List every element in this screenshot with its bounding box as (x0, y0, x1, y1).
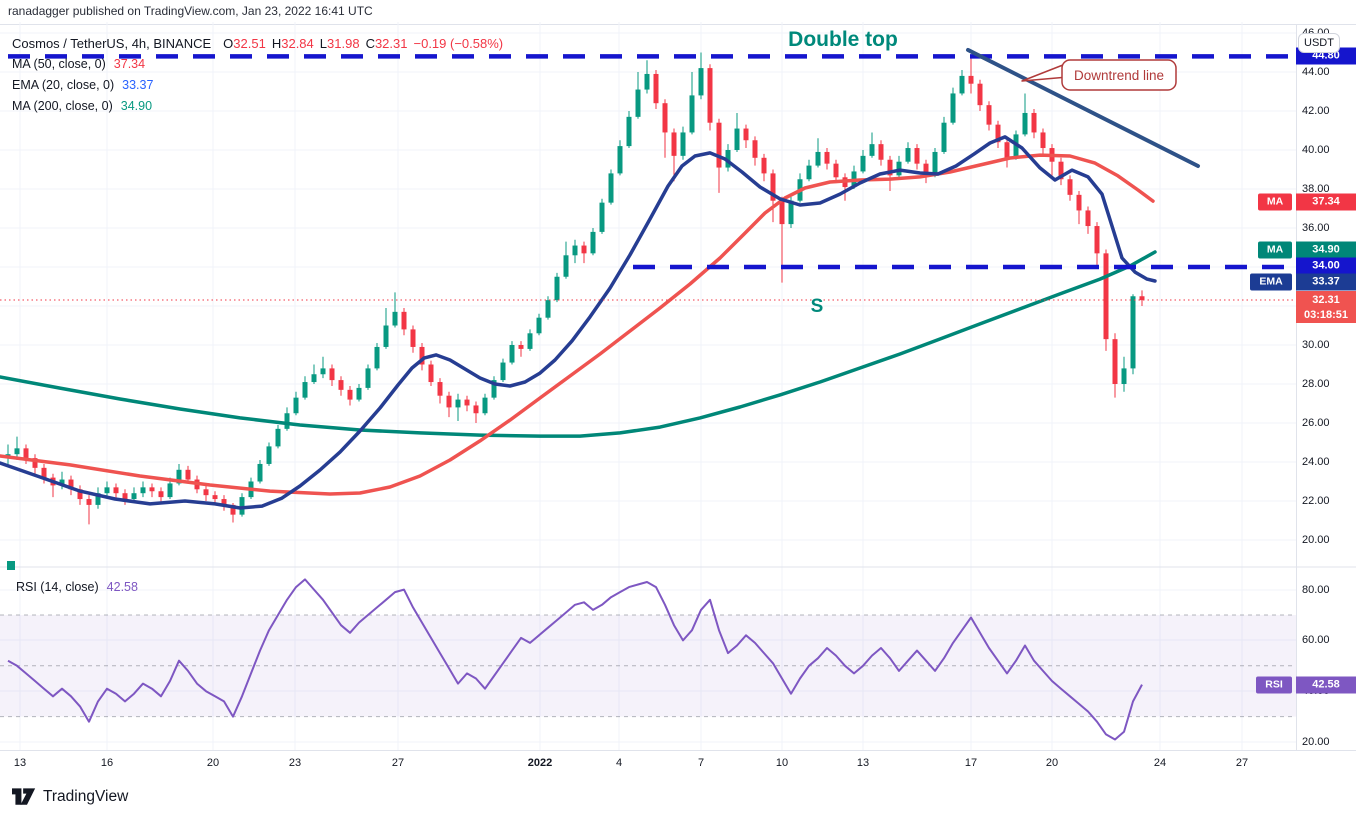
ohlc-letter: C (365, 36, 375, 51)
axis-time-label: 23 (288, 757, 302, 769)
axis-price-label: 60.00 (1302, 634, 1330, 646)
axis-time-label: 27 (391, 757, 405, 769)
annotations: Double top S Downtrend line (788, 28, 1177, 317)
axis-price-label: 36.00 (1302, 222, 1330, 234)
ma-200-line[interactable] (0, 250, 1157, 438)
axis-time-label: 17 (964, 757, 978, 769)
double-top-label[interactable]: Double top (788, 28, 898, 51)
ohlc-letter: L (319, 36, 328, 51)
chart-canvas[interactable]: Double top S Downtrend line (0, 22, 1356, 777)
axis-time-label: 2022 (527, 757, 553, 769)
axis-price-label: 80.00 (1302, 584, 1330, 596)
indicator-label: EMA (20, close, 0) (12, 78, 115, 92)
ema-20-line[interactable] (0, 135, 1157, 510)
axis-value-badge: 34.00 (1296, 257, 1356, 275)
ohlc-letter: H (271, 36, 282, 51)
indicator-value: 34.90 (120, 99, 153, 113)
axis-indicator-pill: RSI (1256, 676, 1292, 694)
drawing-anchor-mark[interactable] (7, 561, 15, 570)
ohlc-value: 31.98 (327, 36, 360, 51)
axis-price-label: 24.00 (1302, 456, 1330, 468)
ohlc-values: O32.51 H32.84 L31.98 C32.31 (217, 36, 407, 51)
axis-value-badge: 37.34 (1296, 193, 1356, 211)
axis-value-badge: 42.58 (1296, 676, 1356, 694)
axis-time-label: 13 (13, 757, 27, 769)
price-axis-border (1296, 24, 1297, 776)
axis-price-label: 44.00 (1302, 66, 1330, 78)
tradingview-logo-icon (12, 788, 36, 805)
support-resistance-levels[interactable] (8, 54, 1292, 270)
axis-indicator-pill: MA (1258, 193, 1292, 211)
currency-toggle-button[interactable]: USDT (1298, 33, 1340, 53)
watermark-text: ranadagger published on TradingView.com,… (8, 4, 373, 18)
indicator-row[interactable]: MA (50, close, 0) 37.34 (12, 57, 145, 71)
downtrend-callout-label[interactable]: Downtrend line (1074, 68, 1164, 83)
axis-value-badge: 33.37 (1296, 273, 1356, 291)
axis-time-label: 20 (206, 757, 220, 769)
symbol-legend[interactable]: Cosmos / TetherUS, 4h, BINANCE O32.51 H32.… (12, 36, 503, 51)
change-value: −0.19 (−0.58%) (413, 36, 504, 51)
ohlc-value: 32.84 (281, 36, 314, 51)
axis-price-label: 22.00 (1302, 495, 1330, 507)
axis-time-label: 10 (775, 757, 789, 769)
indicator-label: MA (200, close, 0) (12, 99, 113, 113)
indicator-row[interactable]: EMA (20, close, 0) 33.37 (12, 78, 153, 92)
ohlc-letter: O (223, 36, 234, 51)
indicator-value: 33.37 (122, 78, 154, 92)
axis-price-label: 28.00 (1302, 378, 1330, 390)
symbol-title[interactable]: Cosmos / TetherUS, 4h, BINANCE (12, 36, 212, 51)
indicator-value: 37.34 (113, 57, 146, 71)
rsi-line[interactable] (7, 578, 1143, 741)
axis-price-label: 30.00 (1302, 339, 1330, 351)
axis-price-label: 20.00 (1302, 736, 1330, 748)
downtrend-line[interactable] (966, 47, 1200, 168)
rsi-band (0, 614, 1296, 718)
axis-time-label: 7 (697, 757, 705, 769)
axis-value-badge: 34.90 (1296, 241, 1356, 259)
tradingview-logo[interactable]: TradingView (12, 786, 128, 808)
axis-price-label: 42.00 (1302, 105, 1330, 117)
axis-time-label: 4 (615, 757, 623, 769)
axis-time-label: 13 (856, 757, 870, 769)
axis-price-label: 40.00 (1302, 144, 1330, 156)
ohlc-value: 32.31 (374, 36, 408, 51)
axis-time-label: 24 (1153, 757, 1167, 769)
indicator-label: MA (50, close, 0) (12, 57, 106, 71)
rsi-legend-value: 42.58 (106, 580, 138, 594)
axis-price-label: 26.00 (1302, 417, 1330, 429)
ma-50-line[interactable] (0, 153, 1155, 496)
axis-time-label: 20 (1045, 757, 1059, 769)
axis-indicator-pill: EMA (1250, 273, 1292, 291)
ohlc-value: 32.51 (233, 36, 266, 51)
support-mark-label[interactable]: S (811, 296, 824, 317)
axis-indicator-pill: MA (1258, 241, 1292, 259)
tradingview-logo-text: TradingView (43, 788, 129, 805)
axis-value-badge: 32.31 03:18:51 (1296, 291, 1356, 323)
axis-price-label: 38.00 (1302, 183, 1330, 195)
rsi-legend[interactable]: RSI (14, close) 42.58 (16, 580, 138, 594)
axis-price-label: 20.00 (1302, 534, 1330, 546)
time-axis[interactable] (0, 750, 1356, 776)
axis-time-label: 16 (100, 757, 114, 769)
candlestick-series[interactable] (5, 52, 1145, 525)
indicator-row[interactable]: MA (200, close, 0) 34.90 (12, 99, 152, 113)
rsi-legend-label: RSI (14, close) (16, 580, 99, 594)
axis-time-label: 27 (1235, 757, 1249, 769)
